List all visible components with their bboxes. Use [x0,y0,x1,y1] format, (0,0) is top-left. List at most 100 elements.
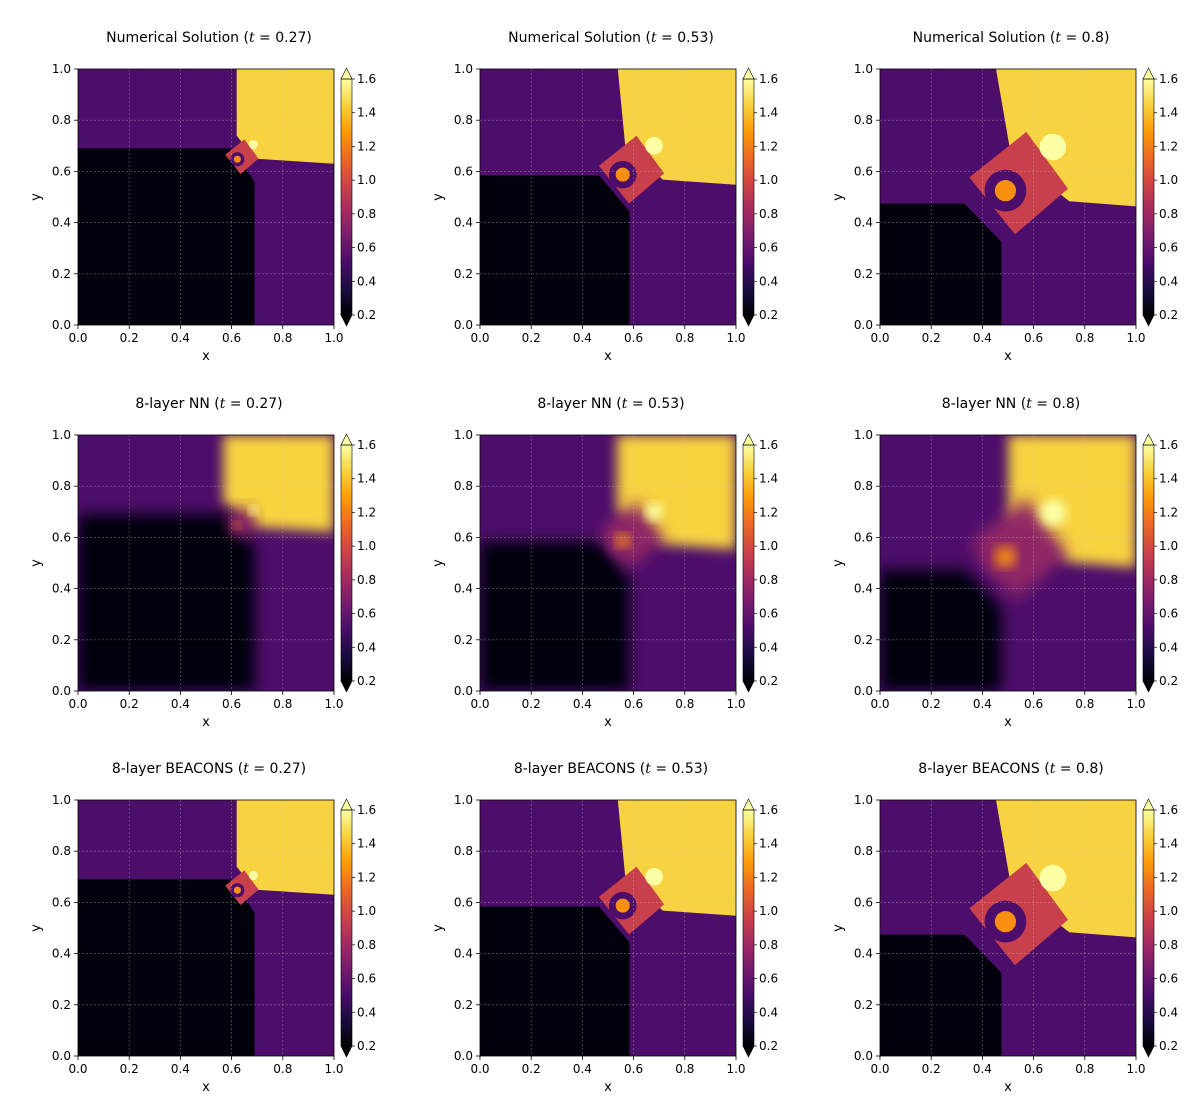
colorbar-tick-label: 0.8 [759,573,778,587]
colorbar-tick-label: 0.8 [357,573,376,587]
y-tick-label: 0.0 [854,1049,873,1063]
colorbar-tick-label: 0.6 [1159,241,1178,255]
x-tick-label: 0.4 [973,1062,992,1076]
colorbar-tick-label: 1.0 [1159,173,1178,187]
colorbar-tick-label: 1.4 [357,106,376,120]
y-tick-label: 1.0 [52,428,71,442]
colorbar: 0.2 0.4 0.6 0.8 1.0 1.2 1.4 1.6 [1142,433,1178,693]
subplot-numerical-0_27: 0.0 0.2 0.4 0.6 0.8 1.0 0.0 0.2 0.4 0.6 0.8 1.0 x y Nu… [29,30,376,364]
y-tick-label: 0.6 [854,530,873,544]
density-region [78,148,255,325]
y-tick-label: 1.0 [854,793,873,807]
y-tick-label: 0.0 [52,318,71,332]
x-axis-label: x [202,715,210,730]
colorbar-frame [742,809,755,1047]
x-tick-label: 0.6 [222,697,241,711]
colorbar-tick-label: 0.8 [357,207,376,221]
subplot-nn-0_8: 0.0 0.2 0.4 0.6 0.8 1.0 0.0 0.2 0.4 0.6 0.8 1.0 x y 8-… [831,396,1178,730]
colorbar-tick-label: 0.4 [1159,640,1178,654]
colorbar-tick-label: 0.6 [759,607,778,621]
y-tick-label: 1.0 [854,62,873,76]
colorbar-gradient [341,810,352,1046]
x-tick-label: 1.0 [726,697,745,711]
colorbar-extend-min [340,314,353,327]
colorbar-tick-label: 0.2 [759,1039,778,1053]
colorbar-tick-label: 1.2 [1159,870,1178,884]
subplot-numerical-0_53: 0.0 0.2 0.4 0.6 0.8 1.0 0.0 0.2 0.4 0.6 0.8 1.0 x y Nu… [431,30,778,364]
colorbar-tick-label: 0.2 [759,674,778,688]
y-tick-label: 0.0 [454,318,473,332]
colorbar-tick-label: 1.2 [1159,505,1178,519]
subplot-nn-0_27: 0.0 0.2 0.4 0.6 0.8 1.0 0.0 0.2 0.4 0.6 0.8 1.0 x y 8-… [29,396,376,730]
axes-frame [879,434,1137,692]
subplot-title: 8-layer BEACONS (t = 0.27) [112,761,306,777]
colorbar-tick-label: 1.4 [1159,106,1178,120]
y-tick-label: 1.0 [52,793,71,807]
x-tick-label: 0.4 [171,697,190,711]
colorbar-extend-max [340,67,353,80]
density-feature [615,533,630,548]
x-tick-label: 0.2 [120,331,139,345]
axes-frame [479,799,737,1057]
y-tick-label: 0.2 [854,633,873,647]
colorbar-tick-label: 0.2 [357,674,376,688]
x-tick-label: 1.0 [1126,1062,1145,1076]
density-feature [1039,499,1067,527]
x-tick-label: 0.6 [222,331,241,345]
x-axis-label: x [202,349,210,364]
colorbar-gradient [743,79,754,315]
colorbar-extend-max [742,798,755,811]
x-tick-label: 0.8 [1075,1062,1094,1076]
colorbar-tick-label: 1.2 [357,870,376,884]
colorbar-tick-label: 1.2 [357,505,376,519]
axes-frame [879,68,1137,326]
y-tick-label: 0.8 [454,479,473,493]
colorbar-tick-label: 0.4 [357,640,376,654]
colorbar-tick-label: 1.4 [759,472,778,486]
y-tick-label: 0.2 [454,633,473,647]
y-axis-label: y [29,193,44,201]
x-tick-label: 1.0 [324,697,343,711]
colorbar-tick-label: 1.0 [759,173,778,187]
x-tick-label: 0.4 [973,331,992,345]
subplot-nn-0_53: 0.0 0.2 0.4 0.6 0.8 1.0 0.0 0.2 0.4 0.6 0.8 1.0 x y 8-… [431,396,778,730]
colorbar-tick-label: 0.4 [1159,274,1178,288]
density-region [480,175,630,325]
colorbar-tick-label: 1.0 [357,173,376,187]
colorbar-tick-label: 1.2 [759,139,778,153]
colorbar-tick-label: 1.6 [759,438,778,452]
colorbar-tick-label: 0.6 [759,972,778,986]
y-tick-label: 0.4 [454,947,473,961]
x-tick-label: 0.4 [573,1062,592,1076]
subplot-title: Numerical Solution (t = 0.53) [508,30,714,46]
density-region [236,800,334,895]
y-tick-label: 0.6 [454,164,473,178]
subplot-title: 8-layer NN (t = 0.27) [135,396,282,412]
x-tick-label: 0.8 [273,697,292,711]
subplot-title: Numerical Solution (t = 0.8) [913,30,1110,46]
density-feature [615,898,630,913]
colorbar: 0.2 0.4 0.6 0.8 1.0 1.2 1.4 1.6 [742,433,778,693]
density-region [236,69,334,164]
axes-frame [77,434,335,692]
y-tick-label: 0.2 [52,267,71,281]
x-tick-label: 1.0 [1126,697,1145,711]
density-feature [233,521,241,529]
y-tick-label: 1.0 [454,428,473,442]
y-tick-label: 0.4 [854,216,873,230]
y-tick-label: 1.0 [52,62,71,76]
y-tick-label: 0.8 [454,844,473,858]
colorbar-tick-label: 1.2 [759,505,778,519]
x-tick-label: 0.2 [120,697,139,711]
y-tick-label: 0.2 [454,267,473,281]
colorbar-gradient [1143,445,1154,681]
y-tick-label: 0.8 [52,113,71,127]
x-tick-label: 1.0 [726,331,745,345]
x-tick-label: 0.8 [675,1062,694,1076]
density-feature [233,886,241,894]
density-field [480,435,736,691]
density-feature [248,140,258,150]
y-tick-label: 0.6 [854,895,873,909]
colorbar-extend-min [1142,680,1155,693]
y-tick-label: 0.4 [52,582,71,596]
